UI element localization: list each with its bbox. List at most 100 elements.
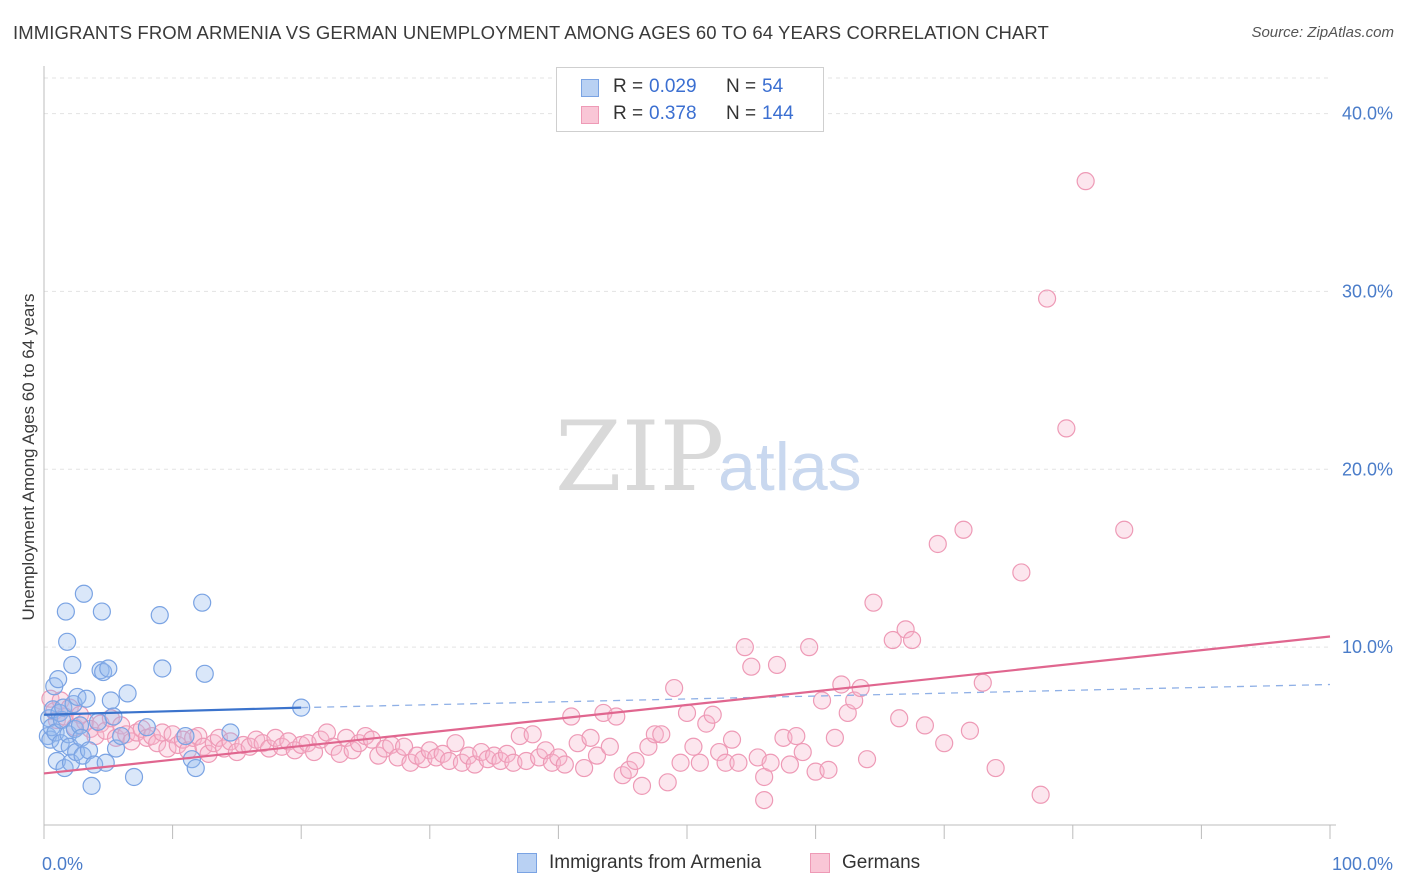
point-immigrants-from-armenia bbox=[47, 751, 66, 771]
point-germans bbox=[1012, 563, 1031, 582]
point-germans bbox=[607, 707, 626, 726]
bottom-legend-label-armenia: Immigrants from Armenia bbox=[549, 852, 762, 873]
point-germans bbox=[832, 675, 851, 694]
point-immigrants-from-armenia bbox=[112, 726, 131, 746]
point-germans bbox=[658, 773, 677, 792]
point-immigrants-from-armenia bbox=[186, 758, 205, 778]
point-germans bbox=[755, 790, 774, 810]
x-tick-label: 0.0% bbox=[42, 854, 83, 874]
legend-swatch-armenia bbox=[581, 79, 599, 97]
legend-r-value: 0.029 bbox=[649, 76, 697, 97]
point-immigrants-from-armenia bbox=[63, 655, 82, 675]
point-germans bbox=[369, 746, 388, 765]
point-germans bbox=[973, 673, 992, 692]
point-germans bbox=[600, 737, 619, 756]
point-immigrants-from-armenia bbox=[88, 712, 108, 731]
point-germans bbox=[716, 753, 735, 772]
point-germans bbox=[549, 748, 568, 767]
point-immigrants-from-armenia bbox=[56, 602, 75, 621]
point-germans bbox=[671, 753, 690, 772]
point-germans bbox=[665, 678, 684, 698]
point-immigrants-from-armenia bbox=[150, 606, 169, 625]
point-immigrants-from-armenia bbox=[77, 689, 96, 708]
correlation-legend: R = 0.029 N = 54 R = 0.378 N = 144 bbox=[556, 67, 824, 132]
point-germans bbox=[645, 725, 664, 744]
legend-r-value: 0.378 bbox=[649, 103, 697, 124]
point-germans bbox=[497, 744, 517, 763]
point-germans bbox=[883, 630, 902, 650]
point-immigrants-from-armenia bbox=[124, 767, 144, 787]
point-germans bbox=[767, 655, 787, 675]
legend-r-label: R = bbox=[613, 103, 644, 124]
point-germans bbox=[343, 741, 362, 760]
point-germans bbox=[1076, 172, 1095, 191]
point-germans bbox=[864, 593, 883, 612]
point-germans bbox=[189, 726, 208, 746]
bottom-legend-swatch-armenia bbox=[517, 853, 537, 873]
point-germans bbox=[825, 728, 844, 747]
point-germans bbox=[433, 744, 452, 763]
point-germans bbox=[729, 753, 748, 772]
tick-labels: 10.0% 20.0% 30.0% 40.0% 0.0% 100.0% bbox=[42, 104, 1393, 874]
point-immigrants-from-armenia bbox=[68, 687, 87, 707]
bottom-legend-label-germans: Germans bbox=[842, 852, 921, 873]
point-immigrants-from-armenia bbox=[49, 670, 68, 689]
y-tick-label: 10.0% bbox=[1342, 637, 1393, 657]
point-immigrants-from-armenia bbox=[118, 684, 137, 703]
scatter-points bbox=[38, 172, 1134, 810]
y-tick-label: 40.0% bbox=[1342, 104, 1393, 124]
gridlines bbox=[44, 77, 1330, 648]
point-germans bbox=[620, 760, 639, 779]
point-germans bbox=[1037, 289, 1057, 308]
trend-line-armenia-projection bbox=[301, 683, 1331, 709]
point-immigrants-from-armenia bbox=[65, 719, 84, 739]
point-germans bbox=[896, 620, 915, 639]
source-label: Source: ZipAtlas.com bbox=[1251, 24, 1394, 41]
point-germans bbox=[857, 750, 877, 769]
point-germans bbox=[1057, 419, 1076, 438]
point-germans bbox=[209, 728, 228, 747]
watermark-atlas: atlas bbox=[718, 429, 862, 505]
point-immigrants-from-armenia bbox=[58, 632, 77, 651]
point-germans bbox=[960, 721, 980, 740]
point-germans bbox=[787, 726, 806, 746]
point-germans bbox=[780, 755, 799, 774]
point-immigrants-from-armenia bbox=[94, 662, 113, 682]
x-tick-label: 100.0% bbox=[1332, 854, 1393, 874]
bottom-legend-swatch-germans bbox=[810, 853, 830, 873]
point-germans bbox=[158, 739, 177, 758]
point-germans bbox=[148, 734, 167, 753]
point-immigrants-from-armenia bbox=[195, 664, 214, 683]
point-germans bbox=[1115, 520, 1134, 539]
point-germans bbox=[735, 638, 754, 657]
point-germans bbox=[722, 730, 742, 749]
point-germans bbox=[684, 737, 703, 756]
legend-row-germans: R = 0.378 N = 144 bbox=[557, 103, 823, 129]
trend-line-germans bbox=[43, 635, 1331, 775]
point-germans bbox=[710, 742, 729, 762]
axes bbox=[43, 66, 1336, 839]
point-germans bbox=[742, 657, 761, 676]
point-germans bbox=[928, 534, 947, 554]
point-germans bbox=[555, 755, 574, 774]
point-germans bbox=[793, 742, 812, 762]
point-immigrants-from-armenia bbox=[221, 723, 240, 742]
watermark-zip: ZIP bbox=[555, 401, 724, 513]
point-germans bbox=[127, 723, 146, 742]
point-germans bbox=[986, 758, 1005, 778]
point-immigrants-from-armenia bbox=[99, 659, 118, 678]
y-tick-label: 30.0% bbox=[1342, 281, 1393, 301]
point-germans bbox=[1031, 785, 1050, 804]
y-tick-label: 20.0% bbox=[1342, 459, 1393, 479]
point-germans bbox=[819, 760, 838, 779]
legend-n-value: 54 bbox=[762, 76, 784, 97]
point-germans bbox=[954, 520, 973, 539]
legend-r-label: R = bbox=[613, 76, 644, 97]
legend-swatch-germans bbox=[581, 106, 599, 124]
point-germans bbox=[122, 732, 141, 751]
point-germans bbox=[902, 630, 922, 650]
point-germans bbox=[677, 703, 697, 723]
point-immigrants-from-armenia bbox=[74, 584, 93, 603]
point-germans bbox=[446, 734, 465, 753]
